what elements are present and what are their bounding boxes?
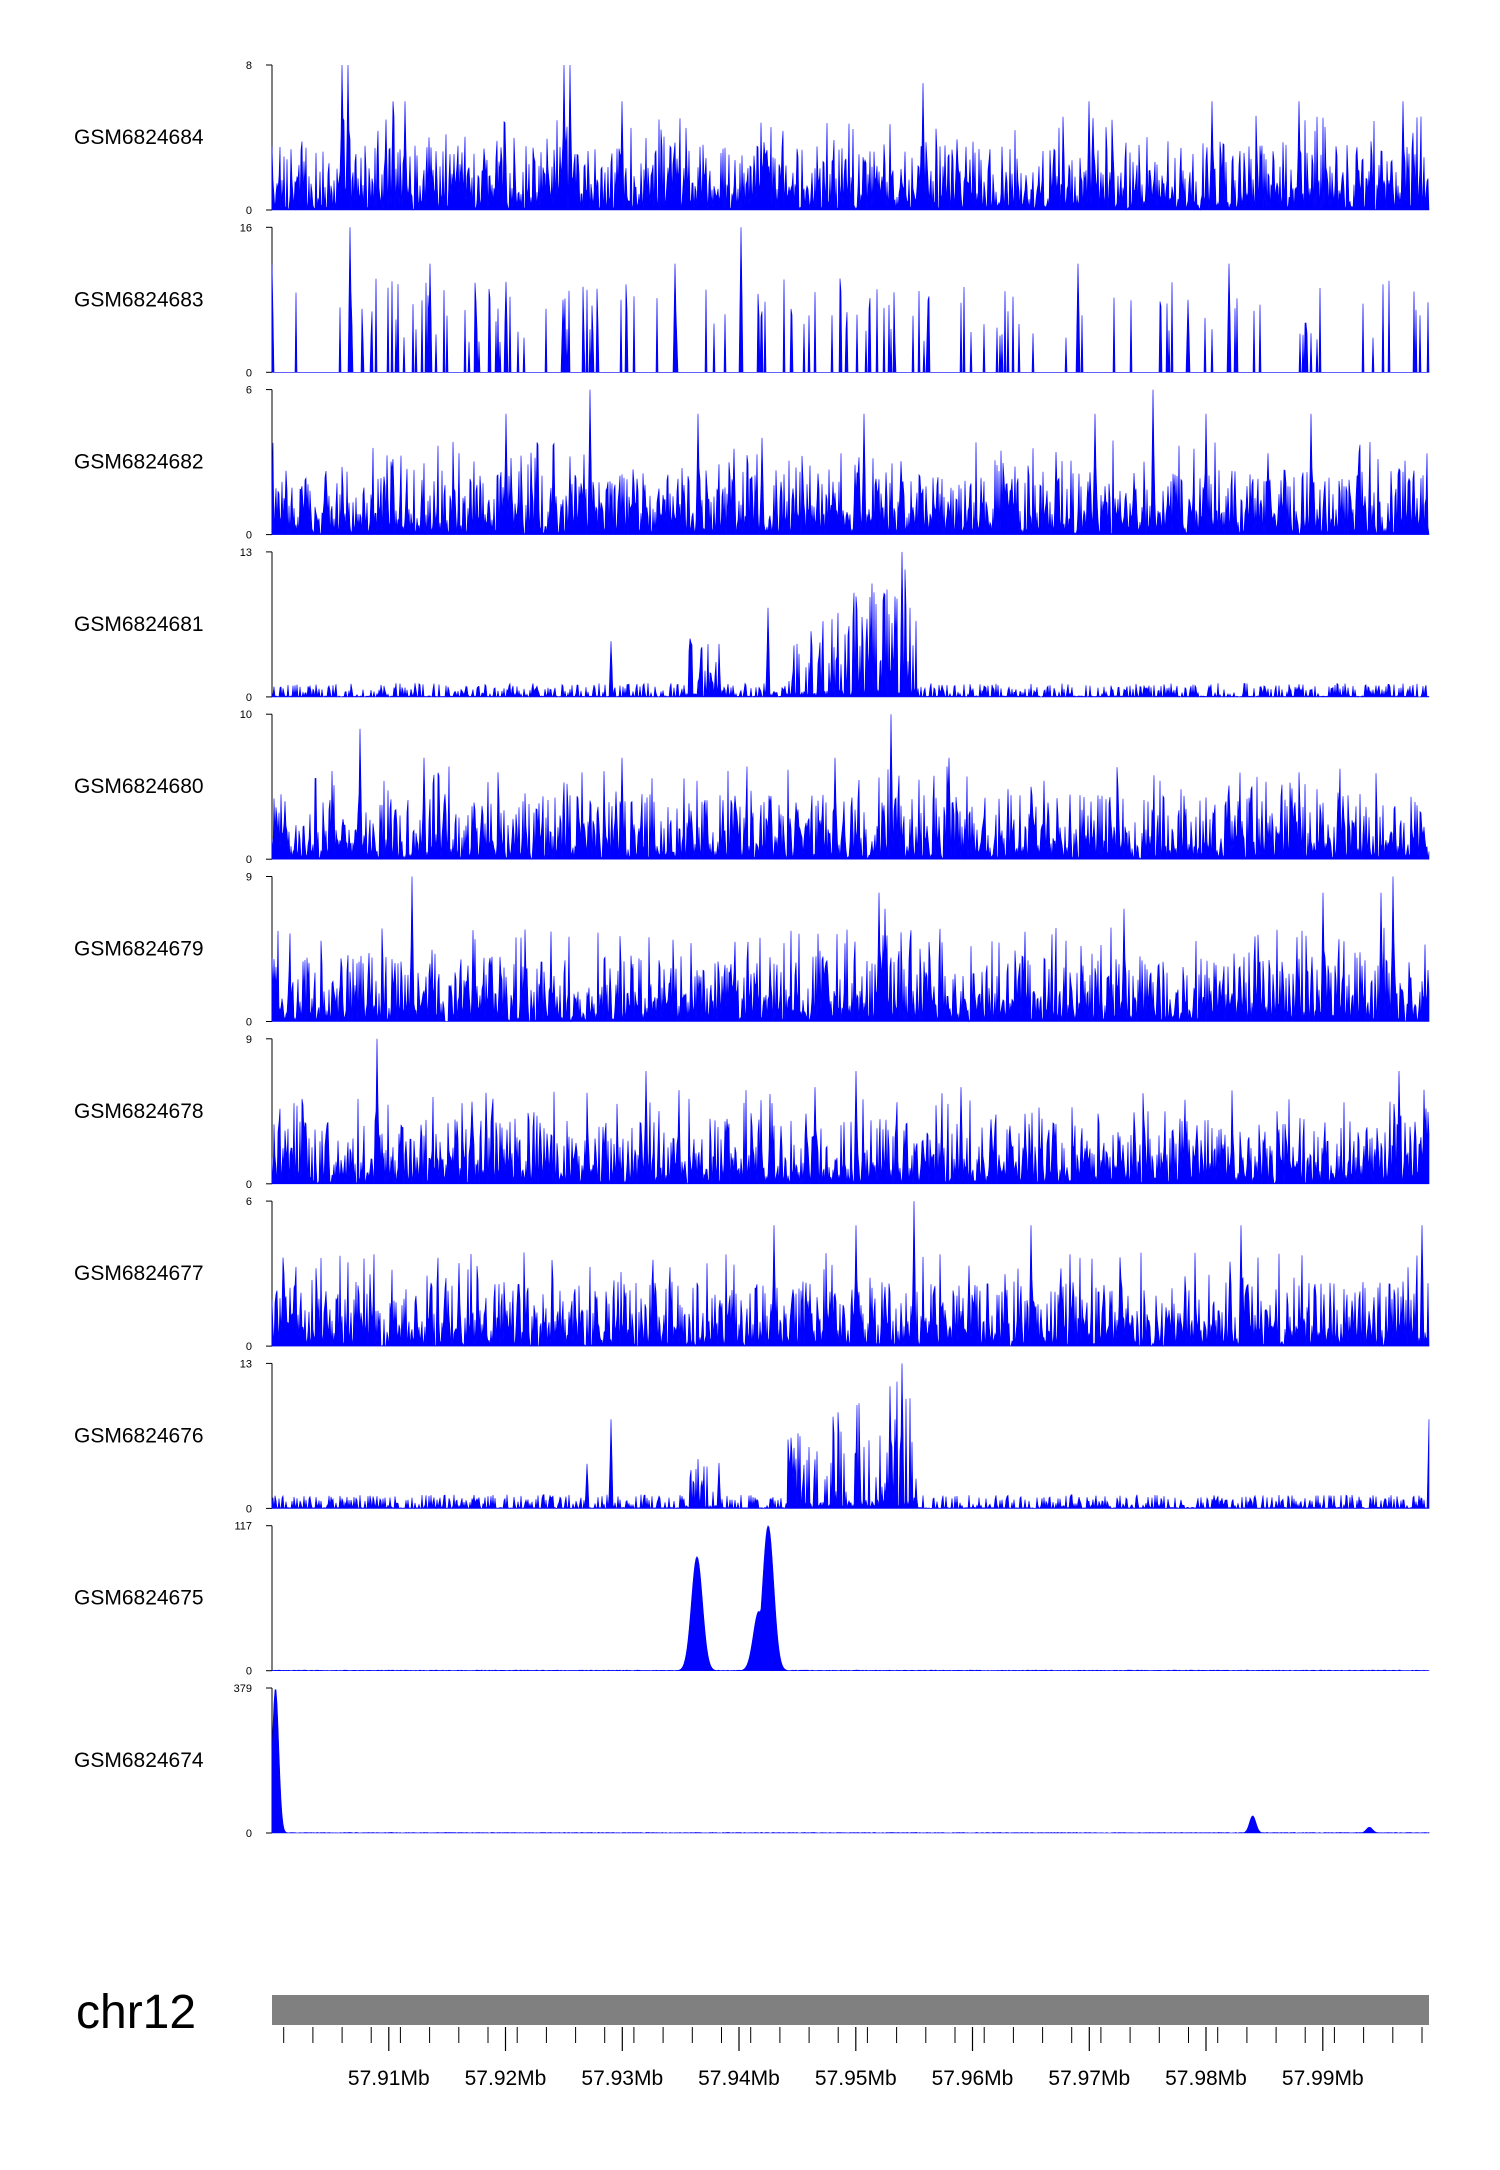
signal-area	[271, 876, 1430, 1023]
x-axis-tick-label: 57.97Mb	[1048, 2067, 1130, 2090]
y-axis-max-label: 117	[234, 1521, 252, 1533]
track-GSM6824674: GSM6824674 379 0	[74, 1683, 1430, 1840]
x-axis-tick-label: 57.96Mb	[932, 2067, 1014, 2090]
track-GSM6824680: GSM6824680 10 0	[74, 709, 1430, 866]
y-axis-max-label: 16	[240, 222, 252, 234]
track-label: GSM6824681	[74, 613, 204, 636]
signal-area	[271, 1038, 1430, 1185]
tracks: GSM682468480GSM6824683160GSM682468260GSM…	[74, 60, 1430, 1840]
track-label: GSM6824679	[74, 938, 204, 961]
track-label: GSM6824683	[74, 288, 204, 311]
y-axis-max-label: 10	[240, 709, 252, 721]
x-axis-tick-label: 57.92Mb	[465, 2067, 547, 2090]
x-axis-tick-label: 57.95Mb	[815, 2067, 897, 2090]
track-label: GSM6824682	[74, 451, 204, 474]
y-axis-min-label: 0	[246, 367, 252, 379]
track-GSM6824677: GSM6824677 6 0	[74, 1196, 1430, 1353]
y-axis-min-label: 0	[246, 692, 252, 704]
signal-area	[271, 1201, 1430, 1348]
x-axis: 57.91Mb 57.92Mb 57.93Mb 57.94Mb 57.95Mb 57.96…	[283, 2027, 1423, 2090]
y-axis-max-label: 379	[234, 1683, 252, 1695]
track-label: GSM6824678	[74, 1100, 204, 1123]
track-label: GSM6824677	[74, 1262, 204, 1285]
x-axis-tick-label: 57.93Mb	[581, 2067, 663, 2090]
chromosome-bar	[272, 1995, 1429, 2025]
signal-area	[271, 389, 1430, 536]
y-axis-max-label: 9	[246, 872, 252, 884]
y-axis-min-label: 0	[246, 1503, 252, 1515]
track-label: GSM6824684	[74, 126, 204, 149]
signal-area	[271, 1363, 1430, 1510]
track-GSM6824683: GSM6824683 16 0	[74, 222, 1430, 379]
signal-area	[271, 64, 1430, 211]
track-label: GSM6824674	[74, 1749, 204, 1772]
y-axis-min-label: 0	[246, 530, 252, 542]
signal-area	[271, 227, 1430, 373]
track-label: GSM6824676	[74, 1424, 204, 1447]
y-axis-min-label: 0	[246, 1179, 252, 1191]
signal-area	[271, 1525, 1430, 1672]
y-axis-max-label: 13	[240, 1358, 252, 1370]
track-GSM6824684: GSM6824684 8 0	[74, 60, 1430, 217]
y-axis-max-label: 13	[240, 547, 252, 559]
y-axis-max-label: 6	[246, 1196, 252, 1208]
chromosome-axis: chr12 57.91Mb 57.92Mb 57.93Mb 57.94Mb 57.95M…	[76, 1986, 1429, 2090]
signal-area	[271, 1689, 1430, 1834]
track-label: GSM6824675	[74, 1587, 204, 1610]
track-GSM6824681: GSM6824681 13 0	[74, 547, 1430, 704]
chromosome-label: chr12	[76, 1986, 196, 2039]
track-GSM6824682: GSM6824682 6 0	[74, 385, 1430, 542]
x-axis-tick-label: 57.91Mb	[348, 2067, 430, 2090]
y-axis-max-label: 9	[246, 1034, 252, 1046]
track-GSM6824678: GSM6824678 9 0	[74, 1034, 1430, 1191]
y-axis-min-label: 0	[246, 1341, 252, 1353]
x-axis-tick-label: 57.94Mb	[698, 2067, 780, 2090]
track-GSM6824676: GSM6824676 13 0	[74, 1358, 1430, 1515]
track-GSM6824675: GSM6824675 117 0	[74, 1521, 1430, 1678]
x-axis-tick-label: 57.99Mb	[1282, 2067, 1364, 2090]
y-axis-min-label: 0	[246, 1828, 252, 1840]
signal-area	[271, 714, 1430, 860]
track-GSM6824679: GSM6824679 9 0	[74, 872, 1430, 1029]
y-axis-min-label: 0	[246, 1017, 252, 1029]
y-axis-min-label: 0	[246, 205, 252, 217]
y-axis-min-label: 0	[246, 854, 252, 866]
signal-area	[271, 551, 1430, 698]
y-axis-min-label: 0	[246, 1666, 252, 1678]
x-axis-tick-label: 57.98Mb	[1165, 2067, 1247, 2090]
y-axis-max-label: 6	[246, 385, 252, 397]
track-label: GSM6824680	[74, 775, 204, 798]
y-axis-max-label: 8	[246, 60, 252, 72]
